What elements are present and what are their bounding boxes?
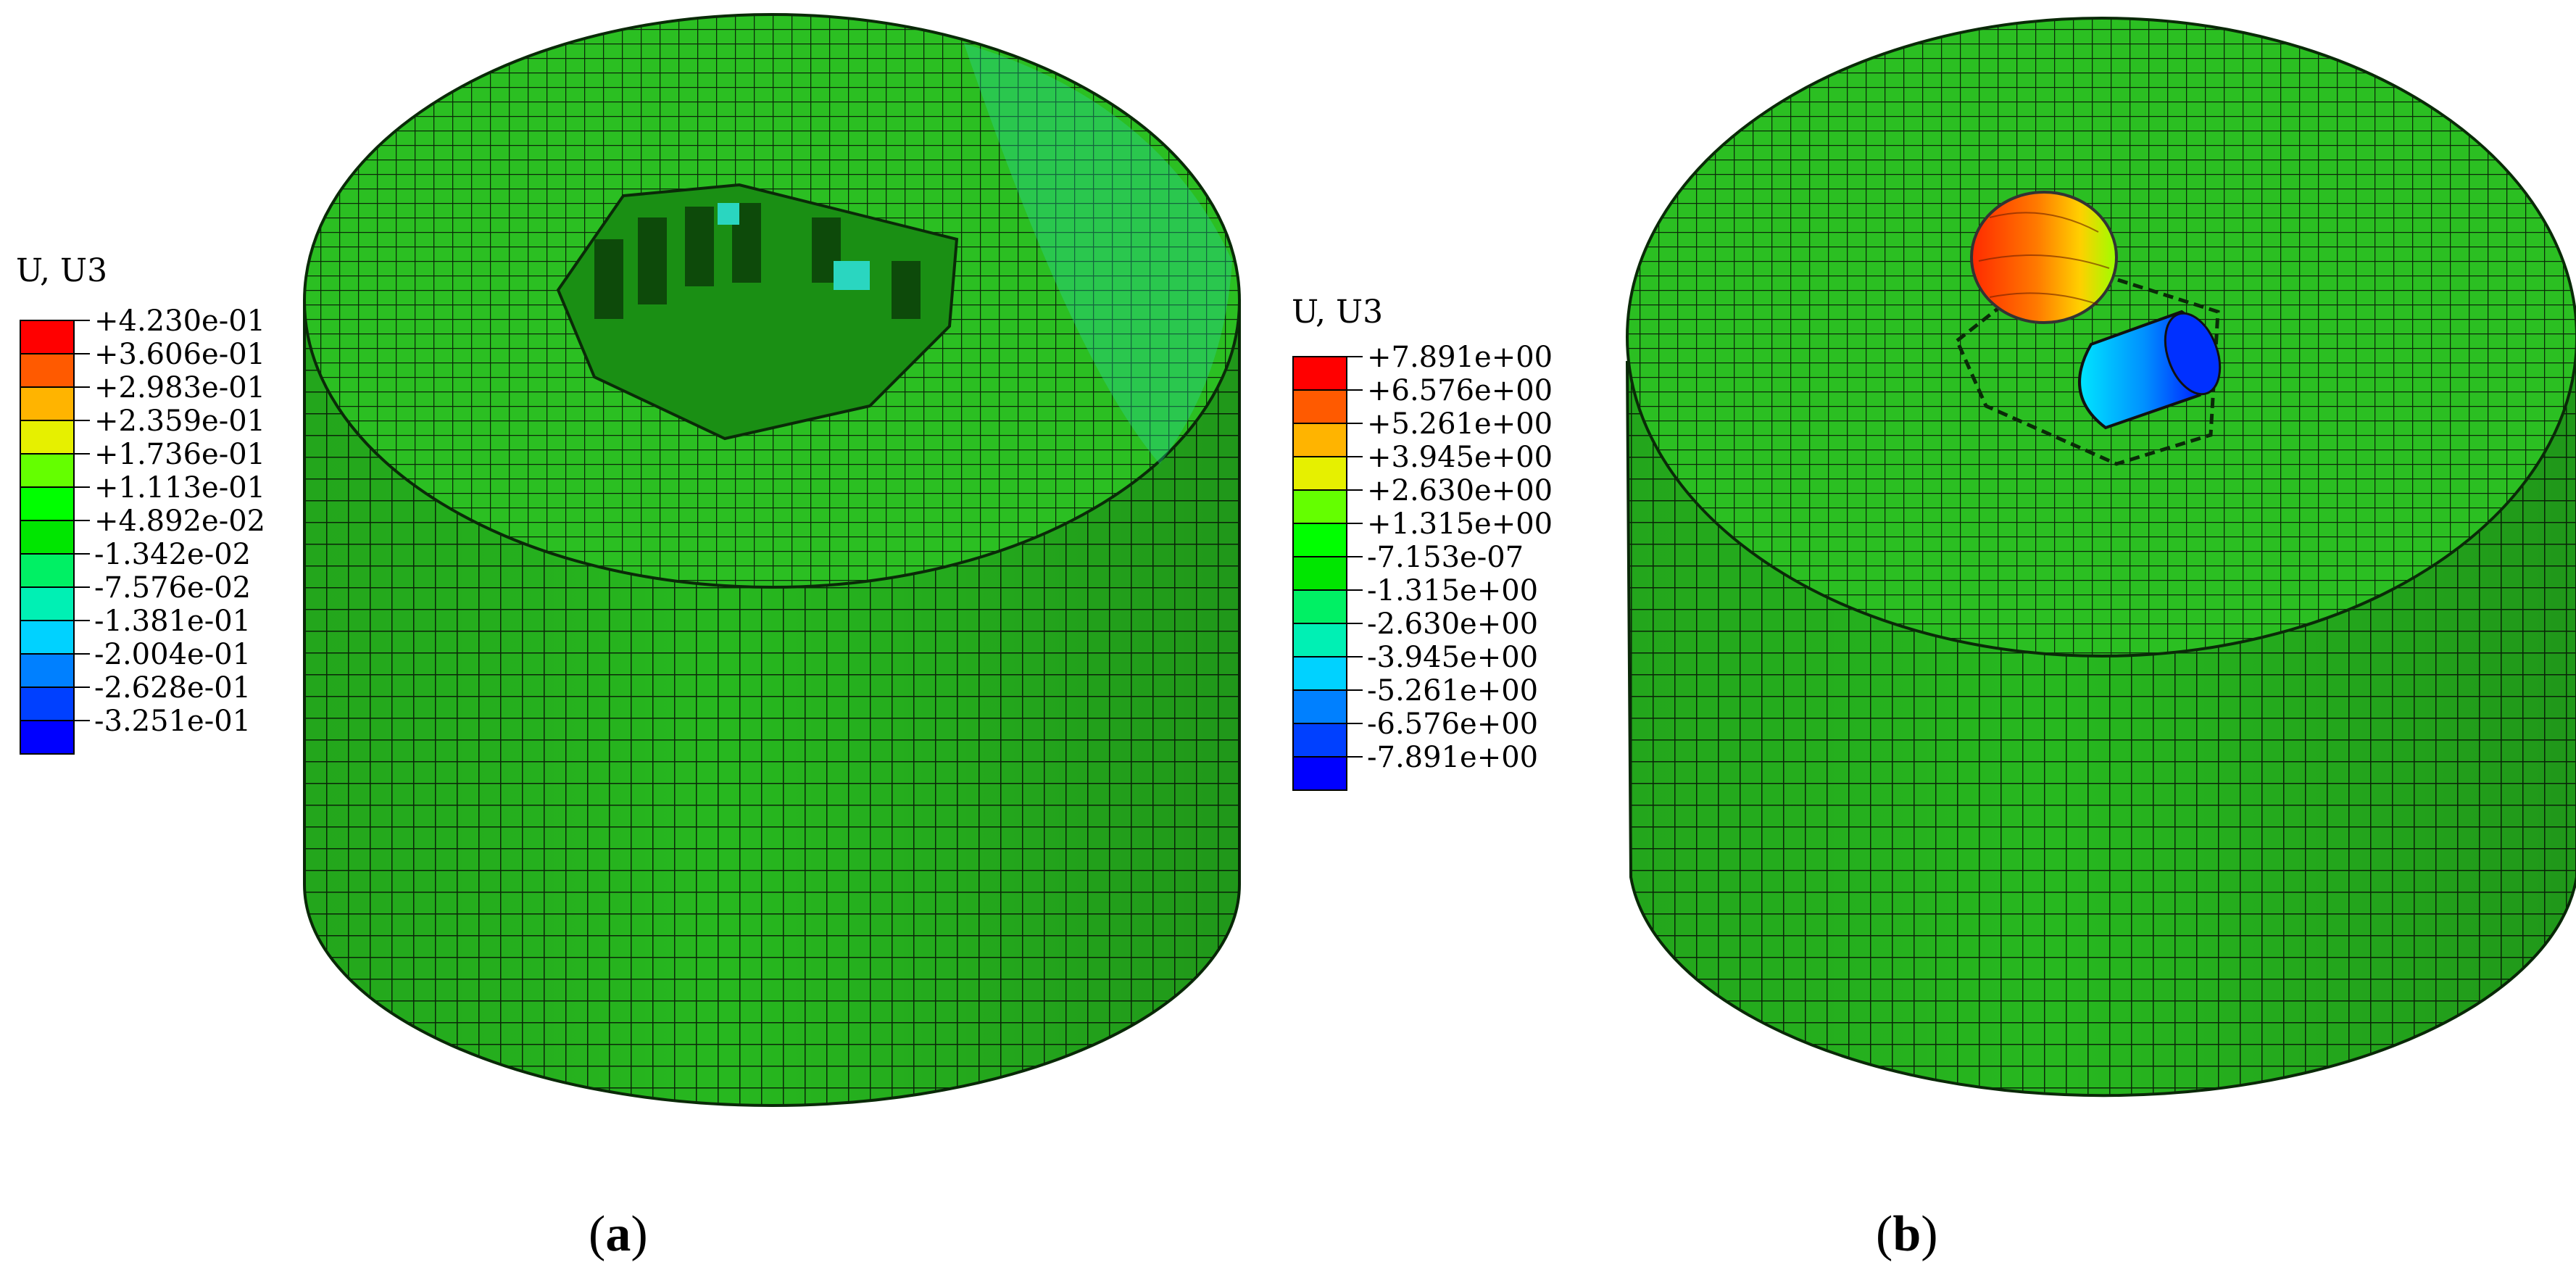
legend-value-b-1: +6.576e+00 — [1367, 374, 1553, 407]
legend-value-b-2: +5.261e+00 — [1367, 407, 1553, 441]
legend-swatch-a-5 — [20, 486, 75, 521]
legend-value-b-0: +7.891e+00 — [1367, 341, 1553, 374]
impactor-sphere — [1970, 191, 2118, 324]
legend-value-a-11: -2.628e-01 — [94, 671, 251, 705]
legend-swatch-b-6 — [1292, 556, 1347, 591]
legend-swatch-b-4 — [1292, 489, 1347, 524]
legend-value-b-12: -7.891e+00 — [1367, 741, 1538, 774]
legend-swatch-b-9 — [1292, 656, 1347, 691]
legend-swatch-b-2 — [1292, 423, 1347, 457]
legend-title-b: U, U3 — [1292, 294, 1383, 331]
legend-value-b-7: -1.315e+00 — [1367, 574, 1538, 607]
legend-swatch-a-6 — [20, 520, 75, 555]
cylinder-model-a — [303, 13, 1241, 1107]
legend-swatch-a-2 — [20, 386, 75, 421]
legend-value-b-3: +3.945e+00 — [1367, 441, 1553, 474]
legend-value-b-9: -3.945e+00 — [1367, 641, 1538, 674]
legend-value-a-12: -3.251e-01 — [94, 705, 251, 738]
legend-labels-a: +4.230e-01+3.606e-01+2.983e-01+2.359e-01… — [74, 304, 265, 738]
legend-value-b-8: -2.630e+00 — [1367, 607, 1538, 641]
cylinder-model-b — [1625, 17, 2576, 1098]
legend-value-b-4: +2.630e+00 — [1367, 474, 1553, 507]
impactor-rod — [2078, 310, 2222, 430]
legend-swatch-b-3 — [1292, 456, 1347, 491]
legend-swatch-b-7 — [1292, 589, 1347, 624]
damage-zone-a — [556, 183, 959, 441]
legend-value-a-8: -7.576e-02 — [94, 571, 251, 605]
caption-a: (a) — [589, 1206, 648, 1262]
legend-swatch-b-11 — [1292, 723, 1347, 758]
legend-swatch-b-5 — [1292, 523, 1347, 557]
legend-value-b-10: -5.261e+00 — [1367, 674, 1538, 708]
legend-colorbar-b — [1292, 356, 1347, 791]
legend-a: U, U3 +4.230e-01+3.606e-01+2.983e-01+2.3… — [16, 252, 265, 755]
legend-value-b-5: +1.315e+00 — [1367, 507, 1553, 541]
legend-swatch-b-8 — [1292, 623, 1347, 657]
legend-value-b-6: -7.153e-07 — [1367, 541, 1524, 574]
cylinder-top-b — [1626, 17, 2576, 657]
legend-swatch-a-9 — [20, 620, 75, 655]
legend-value-a-0: +4.230e-01 — [94, 304, 265, 338]
legend-swatch-a-1 — [20, 353, 75, 388]
legend-value-a-9: -1.381e-01 — [94, 605, 251, 638]
legend-value-a-10: -2.004e-01 — [94, 638, 251, 671]
legend-colorbar-a — [20, 320, 75, 755]
legend-swatch-a-11 — [20, 686, 75, 721]
legend-swatch-b-10 — [1292, 689, 1347, 724]
legend-swatch-a-3 — [20, 420, 75, 455]
legend-labels-b: +7.891e+00+6.576e+00+5.261e+00+3.945e+00… — [1347, 341, 1553, 774]
legend-title-a: U, U3 — [16, 252, 107, 289]
legend-swatch-a-12 — [20, 720, 75, 755]
legend-swatch-b-12 — [1292, 756, 1347, 791]
legend-swatch-a-0 — [20, 320, 75, 354]
legend-value-a-2: +2.983e-01 — [94, 371, 265, 405]
legend-swatch-a-4 — [20, 453, 75, 488]
legend-value-a-3: +2.359e-01 — [94, 405, 265, 438]
legend-value-b-11: -6.576e+00 — [1367, 708, 1538, 741]
legend-b: U, U3 +7.891e+00+6.576e+00+5.261e+00+3.9… — [1292, 294, 1553, 791]
legend-value-a-4: +1.736e-01 — [94, 438, 265, 471]
legend-swatch-a-7 — [20, 553, 75, 588]
legend-value-a-7: -1.342e-02 — [94, 538, 251, 571]
legend-swatch-a-10 — [20, 653, 75, 688]
caption-b: (b) — [1876, 1206, 1938, 1262]
legend-swatch-b-1 — [1292, 389, 1347, 424]
legend-value-a-1: +3.606e-01 — [94, 338, 265, 371]
legend-value-a-5: +1.113e-01 — [94, 471, 265, 505]
legend-swatch-a-8 — [20, 586, 75, 621]
legend-value-a-6: +4.892e-02 — [94, 505, 265, 538]
legend-swatch-b-0 — [1292, 356, 1347, 391]
